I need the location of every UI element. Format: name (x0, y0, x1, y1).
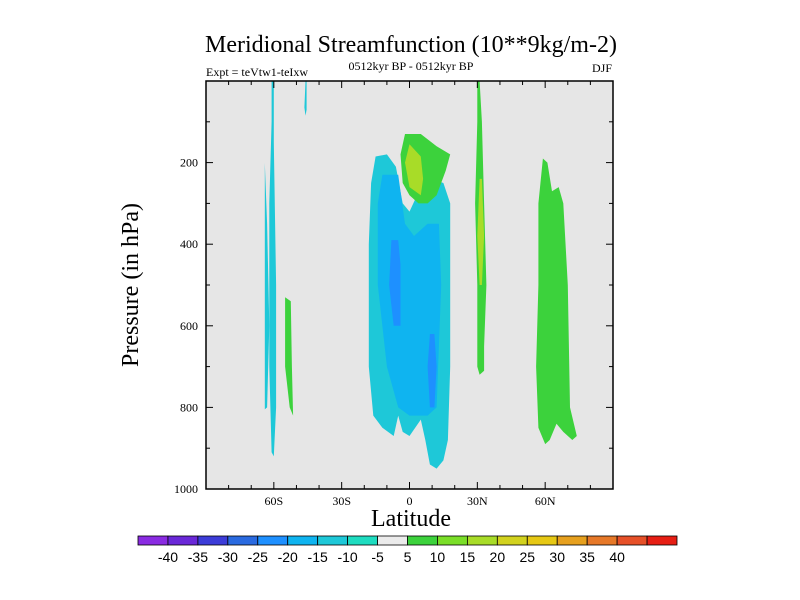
region-positive-30n-inner (477, 178, 485, 285)
region-negative-inner-1 (377, 174, 442, 416)
colorbar-label: -40 (158, 549, 178, 565)
colorbar-label: 20 (490, 549, 506, 565)
colorbar-label: 40 (609, 549, 625, 565)
y-tick-label: 600 (180, 319, 198, 333)
region-negative-inner-3 (427, 334, 437, 408)
x-tick-label: 60S (264, 494, 283, 508)
colorbar-label: 25 (519, 549, 535, 565)
colorbar-box (167, 535, 199, 546)
colorbar-label: -25 (248, 549, 268, 565)
axis-ticks: 60S 30S 0 30N 60N 200 400 600 800 1000 (174, 81, 613, 508)
colorbar-label: 5 (404, 549, 412, 565)
colorbar-box (586, 535, 618, 546)
colorbar-box (437, 535, 468, 546)
x-axis-label: Latitude (371, 506, 451, 532)
region-negative-sh-column (269, 81, 277, 457)
y-tick-label: 400 (180, 237, 198, 251)
x-tick-label: 60N (535, 494, 556, 508)
colorbar-box (556, 535, 588, 546)
colorbar-box (257, 535, 289, 546)
colorbar-box (496, 535, 528, 546)
colorbar-box (347, 535, 378, 546)
colorbar-box (227, 535, 259, 546)
chart-title: Meridional Streamfunction (10**9kg/m-2) (205, 32, 617, 58)
colorbar-label: -5 (371, 549, 384, 565)
data-regions (264, 81, 577, 469)
colorbar-label: -10 (337, 549, 357, 565)
colorbar-box (407, 535, 438, 546)
colorbar-box (287, 535, 319, 546)
y-tick-label: 1000 (174, 482, 198, 496)
region-negative-sh-upper-sliver (304, 81, 307, 116)
region-negative-inner-2 (389, 240, 401, 326)
colorbar-box (646, 535, 678, 546)
region-positive-tropical-inner (405, 144, 424, 196)
colorbar-box (466, 535, 498, 546)
colorbar-label: -35 (188, 549, 208, 565)
x-tick-label: 30N (467, 494, 488, 508)
colorbar-box (317, 535, 349, 546)
chart-subtitle-right: DJF (592, 61, 612, 75)
colorbar-box (616, 535, 648, 546)
colorbar-label: 15 (460, 549, 476, 565)
colorbar-label: -20 (278, 549, 298, 565)
y-axis-label: Pressure (in hPa) (118, 203, 144, 367)
y-tick-label: 800 (180, 400, 198, 414)
colorbar-box (526, 535, 558, 546)
colorbar-label: -30 (218, 549, 238, 565)
colorbar-label: 10 (430, 549, 446, 565)
x-tick-label: 30S (332, 494, 351, 508)
region-positive-60n-column (536, 158, 577, 445)
colorbar-box (377, 535, 408, 546)
colorbar: -40 -35 -30 -25 -20 -15 -10 -5 5 10 15 20 25 30 35 40 (137, 535, 678, 565)
colorbar-box (137, 535, 169, 546)
chart-subtitle-center: 0512kyr BP - 0512kyr BP (349, 59, 474, 73)
colorbar-box (197, 535, 229, 546)
colorbar-label: -15 (308, 549, 328, 565)
colorbar-label: 30 (549, 549, 565, 565)
colorbar-label: 35 (579, 549, 595, 565)
y-tick-label: 200 (180, 156, 198, 170)
chart-subtitle-left: Expt = teVtw1-teIxw (206, 65, 308, 79)
region-negative-sh-lower-sliver (285, 297, 294, 416)
region-negative-sh-narrow-1 (264, 162, 270, 410)
x-tick-label: 0 (407, 494, 413, 508)
